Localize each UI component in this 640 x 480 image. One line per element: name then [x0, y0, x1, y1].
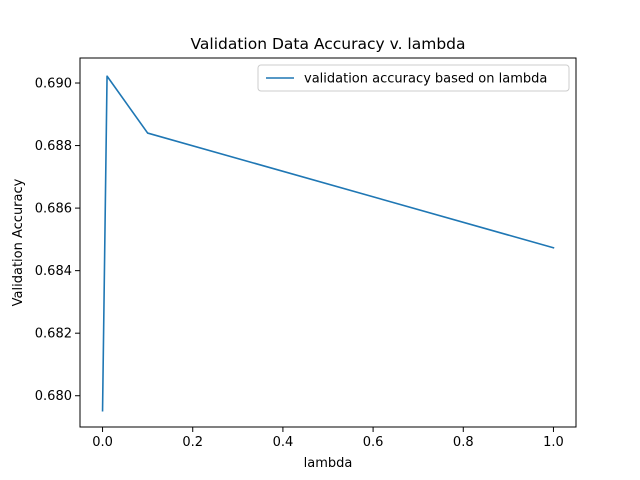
x-tick-label: 0.8 — [453, 435, 474, 450]
x-tick-label: 0.6 — [363, 435, 384, 450]
y-tick-label: 0.680 — [35, 389, 72, 404]
legend: validation accuracy based on lambda — [257, 64, 570, 92]
plot-frame — [79, 57, 577, 428]
x-axis-ticks: 0.0 0.2 0.4 0.6 0.8 1.0 — [92, 427, 564, 450]
y-tick-label: 0.690 — [35, 77, 72, 92]
y-tick-label: 0.688 — [35, 139, 72, 154]
chart-title: Validation Data Accuracy v. lambda — [191, 35, 466, 53]
x-axis-label: lambda — [304, 456, 353, 471]
x-tick-label: 0.2 — [182, 435, 203, 450]
x-tick-label: 1.0 — [543, 435, 564, 450]
y-tick-label: 0.686 — [35, 202, 72, 217]
y-axis-ticks: 0.680 0.682 0.684 0.686 0.688 0.690 — [35, 77, 80, 404]
legend-entry-label: validation accuracy based on lambda — [304, 72, 547, 87]
x-tick-label: 0.4 — [273, 435, 294, 450]
y-tick-label: 0.682 — [35, 327, 72, 342]
series-layer — [101, 75, 555, 412]
series-line-0 — [101, 75, 555, 412]
y-axis-label: Validation Accuracy — [11, 178, 26, 306]
y-tick-label: 0.684 — [35, 264, 72, 279]
x-tick-label: 0.0 — [92, 435, 113, 450]
plot-area — [79, 57, 577, 428]
legend-frame — [257, 64, 570, 92]
